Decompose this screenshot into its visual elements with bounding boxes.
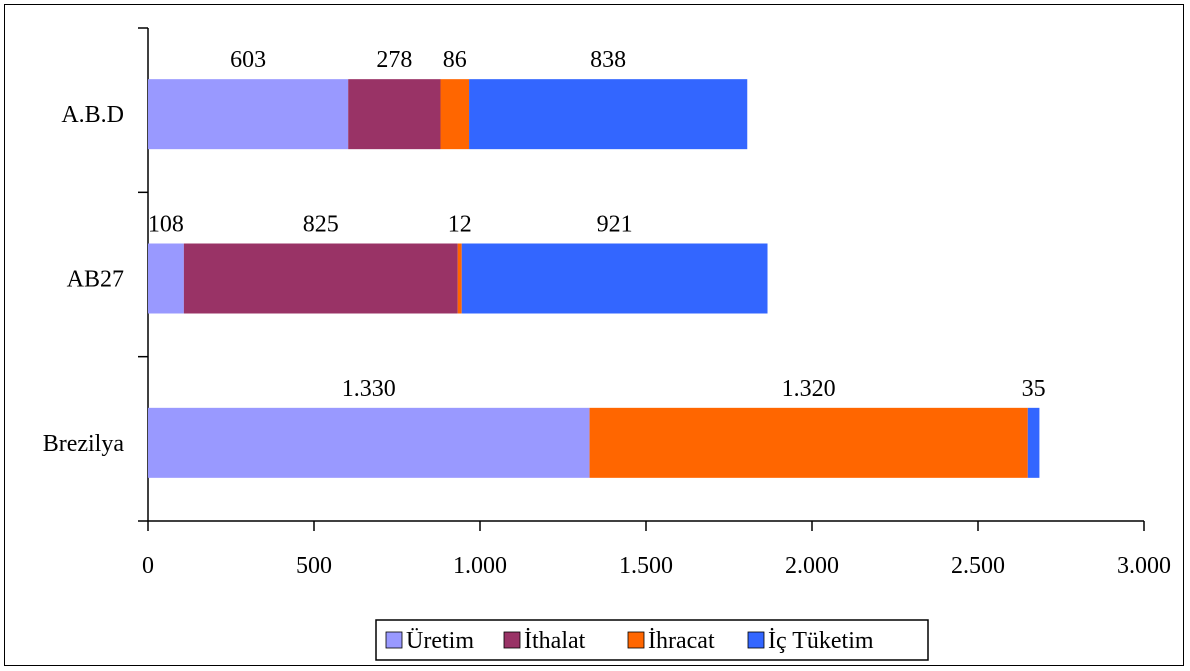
x-tick-label: 1.500	[619, 553, 673, 579]
data-label: 1.330	[342, 376, 396, 402]
data-label: 603	[230, 47, 266, 73]
bar-segment	[457, 243, 462, 314]
legend-swatch	[627, 631, 645, 649]
data-label: 278	[376, 47, 412, 73]
x-tick-label: 1.000	[453, 553, 507, 579]
bar-segment	[440, 79, 470, 150]
legend-label: İhracat	[648, 628, 715, 654]
x-tick-label: 2.000	[785, 553, 839, 579]
bar-segment	[348, 79, 441, 150]
data-label: 12	[448, 212, 472, 238]
data-label: 1.320	[782, 376, 836, 402]
legend-box	[375, 619, 929, 661]
x-tick-label: 500	[296, 553, 332, 579]
data-label: 108	[148, 212, 184, 238]
legend-label: Üretim	[406, 628, 474, 654]
bar-segment	[589, 407, 1028, 478]
bar-segment	[1027, 407, 1040, 478]
data-label: 35	[1022, 376, 1046, 402]
bar-segment	[461, 243, 768, 314]
bar-segment	[183, 243, 458, 314]
x-tick-label: 0	[142, 553, 154, 579]
legend-swatch	[385, 631, 403, 649]
category-label: AB27	[67, 267, 124, 293]
data-label: 838	[590, 47, 626, 73]
data-label: 921	[597, 212, 633, 238]
bar-segment	[148, 407, 590, 478]
bar-segment	[469, 79, 748, 150]
bar-segment	[148, 243, 184, 314]
data-label: 86	[443, 47, 467, 73]
data-label: 825	[303, 212, 339, 238]
legend-swatch	[747, 631, 765, 649]
legend-swatch	[503, 631, 521, 649]
category-label: A.B.D	[61, 102, 124, 128]
category-label: Brezilya	[43, 431, 125, 457]
bar-segment	[148, 79, 349, 150]
legend-label: İthalat	[524, 628, 586, 654]
x-tick-label: 3.000	[1117, 553, 1171, 579]
legend-label: İç Tüketim	[768, 628, 874, 654]
x-tick-label: 2.500	[951, 553, 1005, 579]
